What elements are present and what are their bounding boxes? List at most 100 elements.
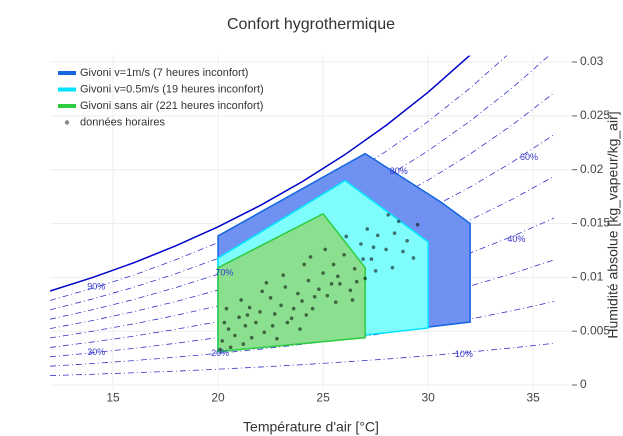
data-point: [386, 213, 391, 217]
data-point: [241, 342, 246, 346]
data-point: [317, 287, 321, 292]
x-tick-label: 15: [106, 391, 120, 405]
data-point: [226, 327, 231, 331]
comfort-zone: [217, 212, 366, 353]
legend-label: Givoni sans air (221 heures inconfort): [80, 100, 263, 112]
data-point: [396, 219, 401, 224]
data-point: [310, 306, 315, 311]
data-point: [218, 347, 222, 352]
data-point: [359, 242, 363, 246]
data-point: [361, 257, 365, 261]
humidity-curve: [50, 342, 555, 377]
data-point: [285, 320, 290, 325]
data-point: [321, 271, 325, 275]
rh-label: 90%: [87, 281, 105, 291]
x-tick-label: 30: [421, 391, 435, 405]
data-point: [260, 289, 264, 294]
data-point: [279, 303, 283, 308]
data-point: [262, 330, 267, 335]
data-point: [281, 273, 285, 278]
data-point: [411, 256, 416, 260]
data-point: [270, 324, 275, 328]
data-point: [331, 262, 336, 267]
data-point: [306, 278, 311, 283]
data-point: [336, 274, 340, 279]
data-point: [304, 313, 309, 317]
data-point: [344, 234, 349, 239]
data-point: [308, 255, 313, 259]
data-point: [239, 298, 243, 302]
data-point: [365, 227, 370, 231]
data-point: [258, 310, 262, 314]
data-point: [373, 269, 378, 273]
rh-label: 60%: [520, 152, 538, 162]
data-point: [268, 296, 273, 300]
legend-swatch: [64, 120, 70, 125]
data-point: [302, 262, 306, 267]
data-point: [222, 320, 227, 325]
data-point: [243, 324, 248, 328]
x-tick-label: 35: [527, 391, 541, 405]
y-tick-label: 0.015: [580, 216, 610, 230]
data-point: [300, 299, 304, 303]
data-point: [312, 294, 317, 299]
x-tick-label: 20: [211, 391, 225, 405]
chart-title: Confort hygrothermique: [227, 16, 395, 33]
data-point: [348, 288, 353, 293]
data-point: [401, 249, 405, 254]
rh-label: 80%: [390, 166, 408, 176]
y-tick-label: 0: [580, 377, 587, 391]
x-tick-label: 25: [316, 391, 330, 405]
data-point: [338, 282, 342, 286]
data-point: [272, 312, 277, 316]
data-point: [390, 265, 395, 270]
rh-label: 10%: [455, 349, 473, 359]
data-point: [247, 305, 252, 310]
data-point: [220, 339, 225, 343]
data-point: [224, 306, 229, 311]
data-point: [275, 336, 279, 341]
data-point: [291, 306, 296, 311]
legend-label: Givoni v=1m/s (7 heures inconfort): [80, 67, 248, 79]
y-axis-title: Humidité absolue [kg_vapeur/kg_air]: [605, 111, 621, 338]
x-axis-title: Température d'air [°C]: [243, 419, 379, 435]
data-point: [375, 233, 380, 238]
data-point: [415, 222, 420, 227]
y-tick-label: 0.03: [580, 54, 604, 68]
rh-label: 70%: [215, 267, 233, 277]
data-point: [254, 320, 258, 325]
data-point: [323, 247, 328, 252]
y-tick-label: 0.02: [580, 162, 604, 176]
data-point: [289, 316, 294, 321]
data-point: [325, 293, 330, 298]
humidity-curve: [50, 55, 508, 301]
y-tick-label: 0.025: [580, 108, 610, 122]
legend-label: Givoni v=0.5m/s (19 heures inconfort): [80, 83, 264, 95]
legend-label: données horaires: [80, 116, 166, 128]
data-point: [342, 252, 346, 257]
data-point: [264, 280, 269, 285]
data-point: [233, 333, 237, 338]
data-point: [296, 291, 300, 296]
data-point: [245, 313, 250, 317]
data-point: [371, 245, 376, 250]
rh-label: 30%: [87, 347, 105, 357]
data-point: [369, 257, 374, 261]
data-point: [237, 315, 241, 319]
y-tick-label: 0.005: [580, 323, 610, 337]
rh-label: 20%: [211, 348, 229, 358]
data-point: [352, 266, 357, 271]
ticks: 15 20 25 30 35 0 0.005 0.01 0.015 0.02 0.025 0.03: [106, 54, 610, 404]
data-point: [249, 335, 254, 340]
data-point: [350, 298, 355, 302]
data-point: [283, 285, 288, 289]
y-tick-label: 0.01: [580, 270, 604, 284]
data-point: [384, 247, 388, 252]
data-point: [298, 327, 302, 331]
legend: Givoni v=1m/s (7 heures inconfort) Givoni…: [58, 67, 264, 128]
data-point: [363, 276, 367, 281]
data-point: [228, 345, 233, 350]
humidity-curve: [50, 55, 550, 311]
humidity-curve: [50, 55, 471, 292]
